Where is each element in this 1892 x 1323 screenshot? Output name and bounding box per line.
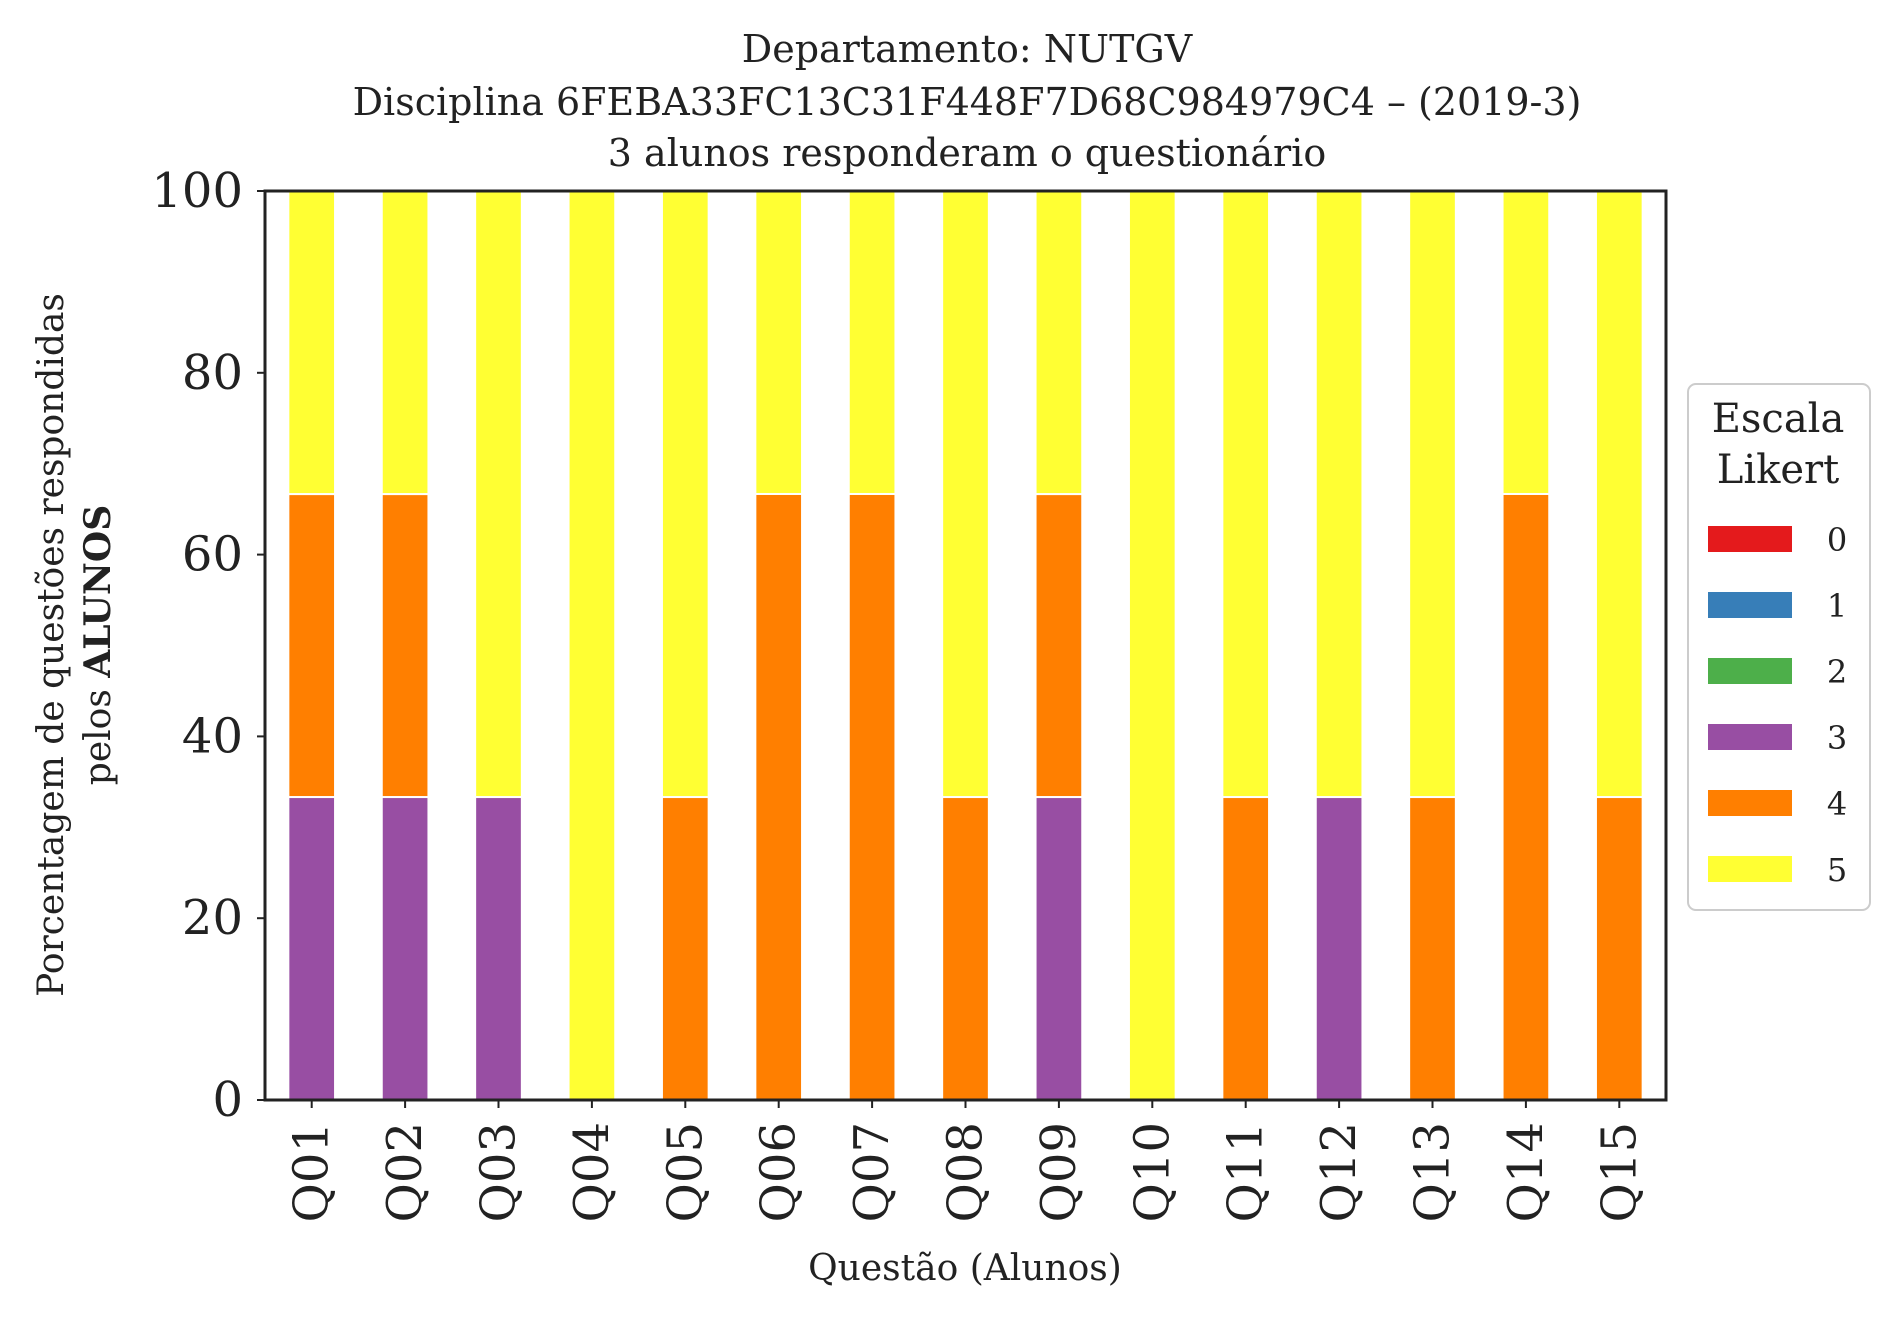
y-tick-label-80: 80 — [182, 345, 243, 401]
y-axis-label-bold: ALUNOS — [77, 505, 119, 679]
x-tick-label-q13: Q13 — [1405, 1122, 1461, 1222]
bar-q12-likert-3 — [1314, 796, 1364, 1101]
x-tick-label-q09: Q09 — [1031, 1122, 1087, 1222]
chart-title-line-3: 3 alunos responderam o questionário — [608, 131, 1326, 175]
legend-swatch-2 — [1708, 658, 1792, 684]
bar-q12-likert-5 — [1314, 190, 1364, 799]
bar-q01-likert-5 — [287, 190, 337, 496]
y-axis-label-line-1: Porcentagem de questões respondidas — [31, 293, 72, 997]
legend-swatch-3 — [1708, 724, 1792, 750]
bar-q01-likert-3 — [287, 796, 337, 1101]
y-tick-label-60: 60 — [182, 527, 243, 583]
x-tick-label-q06: Q06 — [751, 1122, 807, 1222]
legend-swatch-0 — [1708, 526, 1792, 552]
legend-frame — [1687, 383, 1871, 911]
y-tick-label-100: 100 — [151, 163, 243, 219]
bar-q07-likert-5 — [847, 190, 897, 495]
bar-q13-likert-5 — [1408, 190, 1457, 799]
bar-q11-likert-5 — [1221, 190, 1271, 799]
legend-label-3: 3 — [1827, 719, 1847, 757]
bar-q05-likert-5 — [660, 190, 710, 799]
y-tick-label-20: 20 — [182, 890, 243, 946]
bar-q03-likert-5 — [474, 190, 523, 799]
y-axis: 0 20 40 60 80 100 — [151, 163, 265, 1128]
x-tick-label-q07: Q07 — [844, 1122, 900, 1222]
bar-q03-likert-3 — [474, 796, 523, 1101]
bar-q06-likert-5 — [754, 190, 804, 495]
legend-label-5: 5 — [1827, 851, 1847, 889]
x-tick-label-q04: Q04 — [564, 1122, 620, 1222]
bar-q11-likert-4 — [1221, 796, 1271, 1101]
bar-q06-likert-4 — [754, 492, 804, 1101]
bar-q10-likert-5 — [1127, 190, 1177, 1101]
x-tick-label-q02: Q02 — [377, 1122, 433, 1222]
y-axis-label-prefix: pelos — [78, 678, 119, 785]
x-tick-label-q10: Q10 — [1124, 1122, 1180, 1222]
bar-q04-likert-5 — [567, 190, 617, 1101]
x-tick-label-q08: Q08 — [938, 1122, 994, 1222]
y-tick-label-40: 40 — [182, 708, 243, 764]
bar-q01-likert-4 — [287, 493, 337, 799]
legend-label-4: 4 — [1827, 785, 1847, 823]
bar-q09-likert-5 — [1034, 190, 1084, 496]
legend-title-line-2: Likert — [1717, 447, 1839, 493]
bar-q08-likert-5 — [941, 190, 990, 799]
legend-swatch-1 — [1708, 592, 1792, 618]
y-tick-label-0: 0 — [212, 1072, 243, 1128]
bar-q09-likert-3 — [1034, 796, 1084, 1101]
bar-q13-likert-4 — [1408, 796, 1457, 1101]
chart-title-line-1: Departamento: NUTGV — [742, 27, 1193, 71]
bar-q07-likert-4 — [847, 492, 897, 1101]
x-tick-label-q03: Q03 — [471, 1122, 527, 1222]
chart-title-line-2: Disciplina 6FEBA33FC13C31F448F7D68C98497… — [353, 80, 1582, 124]
bar-q02-likert-5 — [380, 190, 430, 496]
plot-frame — [263, 189, 1668, 1102]
x-tick-label-q11: Q11 — [1218, 1122, 1274, 1222]
y-axis-label-line-2: pelos ALUNOS — [77, 505, 119, 785]
legend-label-1: 1 — [1827, 587, 1847, 625]
y-axis-label: Porcentagem de questões respondidas pelo… — [31, 293, 119, 997]
bar-q14-likert-5 — [1501, 190, 1551, 495]
legend-swatch-5 — [1708, 856, 1792, 882]
x-tick-label-q01: Q01 — [284, 1122, 340, 1222]
bar-q14-likert-4 — [1501, 492, 1551, 1101]
bar-q02-likert-4 — [380, 493, 430, 799]
bar-q02-likert-3 — [380, 796, 430, 1101]
x-tick-label-q05: Q05 — [657, 1122, 713, 1222]
legend-label-2: 2 — [1827, 653, 1847, 691]
legend-items: 0 1 2 3 4 5 — [1708, 521, 1847, 889]
legend-swatch-4 — [1708, 790, 1792, 816]
legend-title-line-1: Escala — [1712, 396, 1845, 442]
legend-label-0: 0 — [1827, 521, 1847, 559]
x-tick-label-q15: Q15 — [1591, 1122, 1647, 1222]
bars-group — [287, 190, 1644, 1101]
bar-q15-likert-4 — [1594, 796, 1644, 1101]
x-axis: Q01 Q02 Q03 Q04 Q05 Q06 Q07 Q08 Q09 Q10 Q11 Q12 Q13 Q… — [284, 1100, 1647, 1222]
chart-title: Departamento: NUTGV Disciplina 6FEBA33FC… — [353, 27, 1582, 175]
x-tick-label-q14: Q14 — [1498, 1122, 1554, 1222]
x-tick-label-q12: Q12 — [1311, 1122, 1367, 1222]
bar-q08-likert-4 — [941, 796, 990, 1101]
legend: Escala Likert 0 1 2 3 4 5 — [1687, 383, 1871, 911]
x-axis-label: Questão (Alunos) — [808, 1248, 1122, 1289]
bar-q05-likert-4 — [660, 796, 710, 1101]
bar-q15-likert-5 — [1594, 190, 1644, 799]
bar-q09-likert-4 — [1034, 493, 1084, 799]
